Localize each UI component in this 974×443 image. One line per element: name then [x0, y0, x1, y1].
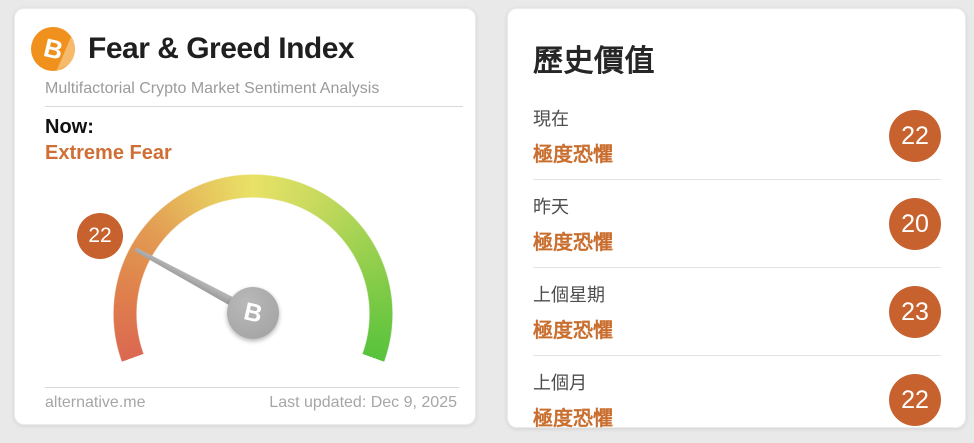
history-row-label: 昨天 — [533, 197, 569, 217]
history-row-text: 上個星期 極度恐懼 — [533, 281, 613, 343]
bitcoin-glyph: B — [40, 32, 66, 66]
card-header: B Fear & Greed Index — [31, 27, 459, 71]
history-row-sentiment: 極度恐懼 — [533, 144, 613, 166]
value-badge: 22 — [889, 374, 941, 426]
history-row-last-month: 上個月 極度恐懼 22 — [533, 355, 941, 443]
history-title: 歷史價值 — [533, 45, 655, 78]
header-divider — [45, 106, 463, 107]
history-row-sentiment: 極度恐懼 — [533, 232, 613, 254]
last-updated-text: Last updated: Dec 9, 2025 — [269, 394, 457, 411]
gauge-value-badge: 22 — [77, 213, 123, 259]
history-row-text: 上個月 極度恐懼 — [533, 369, 613, 431]
history-row-text: 現在 極度恐懼 — [533, 105, 613, 167]
history-row-sentiment: 極度恐懼 — [533, 408, 613, 430]
gauge-pivot-bitcoin-icon: B — [227, 287, 279, 339]
value-badge: 22 — [889, 110, 941, 162]
value-badge: 23 — [889, 286, 941, 338]
card-footer: alternative.me Last updated: Dec 9, 2025 — [45, 390, 457, 416]
footer-divider — [45, 387, 459, 388]
value-badge: 20 — [889, 198, 941, 250]
source-link[interactable]: alternative.me — [45, 394, 146, 411]
history-row-label: 現在 — [533, 109, 569, 129]
history-row-yesterday: 昨天 極度恐懼 20 — [533, 179, 941, 267]
history-row-label: 上個星期 — [533, 285, 605, 305]
bitcoin-icon: B — [31, 27, 75, 71]
history-row-now: 現在 極度恐懼 22 — [533, 92, 941, 179]
page-title: Fear & Greed Index — [88, 32, 355, 65]
fear-greed-gauge: B 22 — [45, 166, 459, 388]
now-sentiment-value: Extreme Fear — [45, 142, 172, 164]
card-subtitle: Multifactorial Crypto Market Sentiment A… — [45, 80, 380, 97]
history-row-sentiment: 極度恐懼 — [533, 320, 613, 342]
history-row-last-week: 上個星期 極度恐懼 23 — [533, 267, 941, 355]
fear-greed-card: B Fear & Greed Index Multifactorial Cryp… — [14, 8, 476, 425]
history-card: 歷史價值 現在 極度恐懼 22 昨天 極度恐懼 20 上個星期 極度恐懼 23 … — [507, 8, 966, 430]
now-label: Now: — [45, 116, 94, 138]
history-row-label: 上個月 — [533, 373, 587, 393]
current-sentiment: Now: Extreme Fear — [45, 115, 459, 166]
history-row-text: 昨天 極度恐懼 — [533, 193, 613, 255]
bitcoin-glyph: B — [241, 296, 266, 329]
